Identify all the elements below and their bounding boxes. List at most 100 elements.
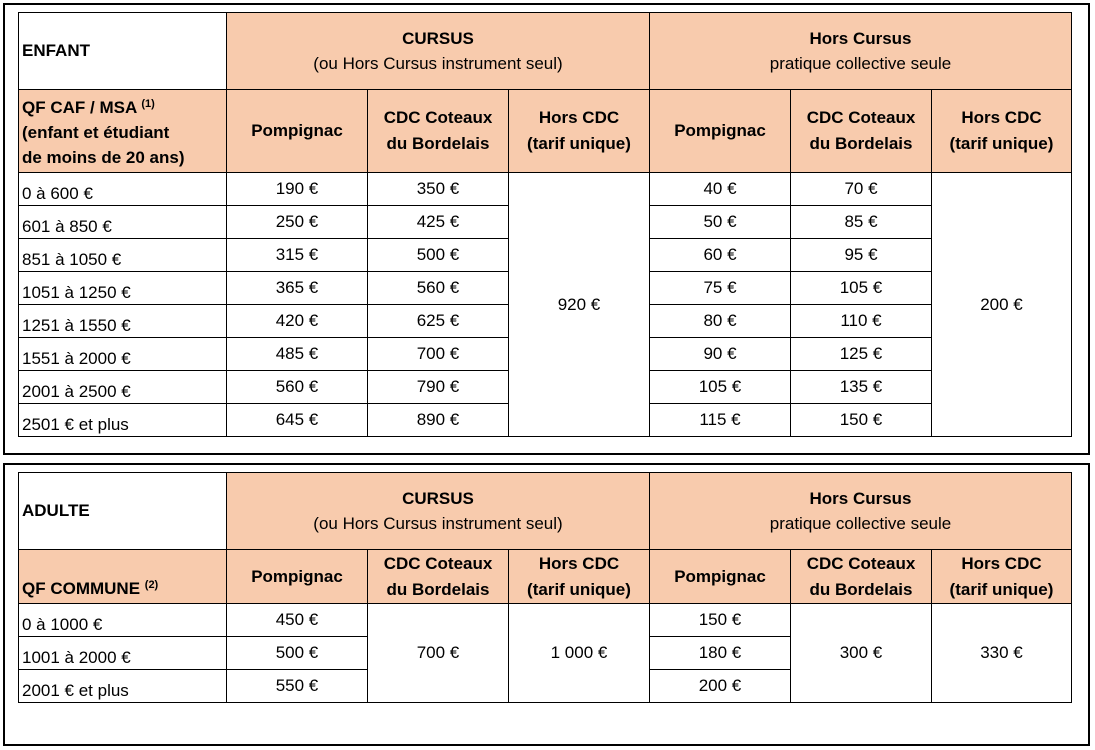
- price-cell: 105 €: [649, 370, 791, 404]
- qf-label-line2: (enfant et étudiant: [22, 123, 170, 142]
- group-cursus-title: CURSUS: [402, 29, 474, 48]
- adulte-qf-header: QF COMMUNE (2): [18, 549, 227, 604]
- price-cell: 40 €: [649, 172, 791, 206]
- price-cell: 365 €: [226, 271, 368, 305]
- col-pompignac: Pompignac: [226, 549, 368, 604]
- table-row: 601 à 850 € 250 € 425 € 50 € 85 €: [18, 205, 1072, 239]
- price-cell: 190 €: [226, 172, 368, 206]
- price-cell: 95 €: [790, 238, 932, 272]
- table-row: 0 à 600 € 190 € 350 € 920 € 40 € 70 € 20…: [18, 172, 1072, 437]
- price-cell: 110 €: [790, 304, 932, 338]
- table-row: 1551 à 2000 € 485 € 700 € 90 € 125 €: [18, 337, 1072, 371]
- price-cell: 180 €: [649, 636, 791, 670]
- price-cell: 425 €: [367, 205, 509, 239]
- col-pompignac: Pompignac: [649, 89, 791, 173]
- table-row: 2001 € et plus 550 € 200 €: [18, 669, 1072, 703]
- price-cell: 80 €: [649, 304, 791, 338]
- group-hors-cursus-subtitle: pratique collective seule: [769, 514, 952, 533]
- group-hors-cursus-title: Hors Cursus: [809, 489, 912, 508]
- group-cursus-subtitle: (ou Hors Cursus instrument seul): [313, 514, 563, 533]
- col-pompignac: Pompignac: [649, 549, 791, 604]
- price-cell: 105 €: [790, 271, 932, 305]
- qf-range: 1251 à 1550 €: [18, 304, 227, 338]
- col-hors-cdc: Hors CDC (tarif unique): [508, 89, 650, 173]
- col-hors-cdc: Hors CDC (tarif unique): [931, 89, 1072, 173]
- price-cell: 560 €: [226, 370, 368, 404]
- group-cursus-subtitle: (ou Hors Cursus instrument seul): [313, 54, 563, 73]
- price-cell: 790 €: [367, 370, 509, 404]
- group-cursus-title: CURSUS: [402, 489, 474, 508]
- price-cell: 135 €: [790, 370, 932, 404]
- col-pompignac: Pompignac: [226, 89, 368, 173]
- adulte-frame: [3, 463, 1090, 746]
- enfant-frame: [3, 3, 1090, 455]
- col-hors-cdc: Hors CDC (tarif unique): [931, 549, 1072, 604]
- price-cell-merged: 330 €: [931, 603, 1072, 703]
- price-cell: 70 €: [790, 172, 932, 206]
- col-cdc: CDC Coteaux du Bordelais: [367, 549, 509, 604]
- price-cell: 560 €: [367, 271, 509, 305]
- qf-range: 2501 € et plus: [18, 403, 227, 437]
- qf-range: 851 à 1050 €: [18, 238, 227, 272]
- price-cell: 150 €: [790, 403, 932, 437]
- price-cell: 50 €: [649, 205, 791, 239]
- col-hors-cdc: Hors CDC (tarif unique): [508, 549, 650, 604]
- qf-range: 1001 à 2000 €: [18, 636, 227, 670]
- price-cell: 200 €: [649, 669, 791, 703]
- price-cell-merged: 200 €: [931, 172, 1072, 437]
- price-cell: 90 €: [649, 337, 791, 371]
- price-cell: 420 €: [226, 304, 368, 338]
- price-cell-merged: 300 €: [790, 603, 932, 703]
- price-cell: 60 €: [649, 238, 791, 272]
- enfant-group-hors-cursus-header: Hors Cursus pratique collective seule: [649, 12, 1072, 90]
- col-cdc: CDC Coteaux du Bordelais: [790, 89, 932, 173]
- table-row: 2501 € et plus 645 € 890 € 115 € 150 €: [18, 403, 1072, 437]
- price-cell: 500 €: [226, 636, 368, 670]
- adulte-group-hors-cursus-header: Hors Cursus pratique collective seule: [649, 472, 1072, 550]
- qf-range: 1051 à 1250 €: [18, 271, 227, 305]
- price-cell: 450 €: [226, 603, 368, 637]
- price-cell: 115 €: [649, 403, 791, 437]
- price-cell: 125 €: [790, 337, 932, 371]
- price-cell: 550 €: [226, 669, 368, 703]
- price-cell-merged: 700 €: [367, 603, 509, 703]
- price-cell: 150 €: [649, 603, 791, 637]
- price-cell: 350 €: [367, 172, 509, 206]
- enfant-group-cursus-header: CURSUS (ou Hors Cursus instrument seul): [226, 12, 650, 90]
- price-cell: 645 €: [226, 403, 368, 437]
- price-cell-merged: 920 €: [508, 172, 650, 437]
- adulte-group-cursus-header: CURSUS (ou Hors Cursus instrument seul): [226, 472, 650, 550]
- price-cell: 500 €: [367, 238, 509, 272]
- qf-range: 2001 € et plus: [18, 669, 227, 703]
- table-row: 851 à 1050 € 315 € 500 € 60 € 95 €: [18, 238, 1072, 272]
- enfant-qf-header: QF CAF / MSA (1) (enfant et étudiant de …: [18, 89, 227, 173]
- enfant-section-label: ENFANT: [18, 12, 227, 90]
- table-row: 1251 à 1550 € 420 € 625 € 80 € 110 €: [18, 304, 1072, 338]
- col-cdc: CDC Coteaux du Bordelais: [367, 89, 509, 173]
- price-cell: 485 €: [226, 337, 368, 371]
- price-cell: 250 €: [226, 205, 368, 239]
- group-hors-cursus-subtitle: pratique collective seule: [769, 54, 952, 73]
- qf-label-line3: de moins de 20 ans): [22, 148, 185, 167]
- price-cell: 75 €: [649, 271, 791, 305]
- group-hors-cursus-title: Hors Cursus: [809, 29, 912, 48]
- adulte-section-label: ADULTE: [18, 472, 227, 550]
- qf-range: 0 à 600 €: [18, 172, 227, 206]
- price-cell: 315 €: [226, 238, 368, 272]
- table-row: 1051 à 1250 € 365 € 560 € 75 € 105 €: [18, 271, 1072, 305]
- qf-range: 1551 à 2000 €: [18, 337, 227, 371]
- price-cell: 625 €: [367, 304, 509, 338]
- enfant-tariff-table: ENFANT CURSUS (ou Hors Cursus instrument…: [18, 12, 1072, 437]
- price-cell: 890 €: [367, 403, 509, 437]
- qf-range: 0 à 1000 €: [18, 603, 227, 637]
- qf-footnote-ref: (2): [144, 579, 159, 591]
- qf-label: QF CAF / MSA: [22, 98, 137, 117]
- qf-range: 2001 à 2500 €: [18, 370, 227, 404]
- col-cdc: CDC Coteaux du Bordelais: [790, 549, 932, 604]
- adulte-tariff-table: ADULTE CURSUS (ou Hors Cursus instrument…: [18, 472, 1072, 703]
- price-cell-merged: 1 000 €: [508, 603, 650, 703]
- table-row: 0 à 1000 € 450 € 700 € 1 000 € 150 € 300…: [18, 603, 1072, 703]
- qf-footnote-ref: (1): [141, 98, 155, 110]
- price-cell: 700 €: [367, 337, 509, 371]
- qf-label: QF COMMUNE: [22, 579, 141, 598]
